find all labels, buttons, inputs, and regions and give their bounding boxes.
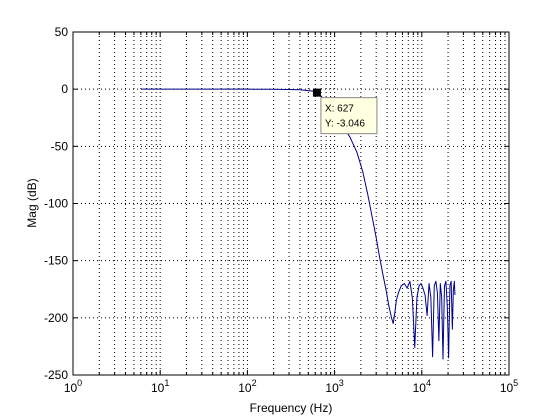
y-tick-label: -250 <box>44 368 68 382</box>
x-tick-label-exponent: 5 <box>513 378 518 388</box>
x-tick-label: 100 <box>64 378 82 395</box>
x-tick-label: 102 <box>238 378 256 395</box>
x-tick-label-base: 10 <box>500 381 514 395</box>
y-tick-label: 0 <box>61 82 68 96</box>
y-axis-label: Mag (dB) <box>25 178 39 227</box>
x-tick-label-exponent: 2 <box>252 378 257 388</box>
x-tick-label: 105 <box>500 378 518 395</box>
x-tick-labels: 100 101 102 103 104 105 <box>64 378 518 395</box>
x-tick-label-base: 10 <box>238 381 252 395</box>
datatip-x-text: X: 627 <box>325 104 354 115</box>
x-tick-label: 101 <box>151 378 169 395</box>
x-tick-label-base: 10 <box>325 381 339 395</box>
datatip-y-text: Y: -3.046 <box>325 119 365 130</box>
y-tick-label: -150 <box>44 254 68 268</box>
tick-marks <box>72 31 510 376</box>
x-tick-label-exponent: 0 <box>77 378 82 388</box>
datatip-marker[interactable] <box>312 88 321 97</box>
x-tick-label-exponent: 4 <box>426 378 431 388</box>
x-tick-label-exponent: 1 <box>164 378 169 388</box>
x-tick-label-exponent: 3 <box>339 378 344 388</box>
x-tick-label: 104 <box>413 378 431 395</box>
x-tick-label-base: 10 <box>151 381 165 395</box>
datatip[interactable]: X: 627 Y: -3.046 <box>312 88 378 135</box>
y-tick-label: 50 <box>55 25 69 39</box>
datatip-box <box>320 97 378 135</box>
y-tick-label: -100 <box>44 197 68 211</box>
y-tick-label: -50 <box>51 139 69 153</box>
y-tick-label: -200 <box>44 311 68 325</box>
x-tick-label-base: 10 <box>64 381 78 395</box>
y-tick-labels: 50 0 -50 -100 -150 -200 -250 <box>44 25 68 382</box>
x-axis-label: Frequency (Hz) <box>250 401 333 415</box>
x-tick-label-base: 10 <box>413 381 427 395</box>
x-tick-label: 103 <box>325 378 343 395</box>
